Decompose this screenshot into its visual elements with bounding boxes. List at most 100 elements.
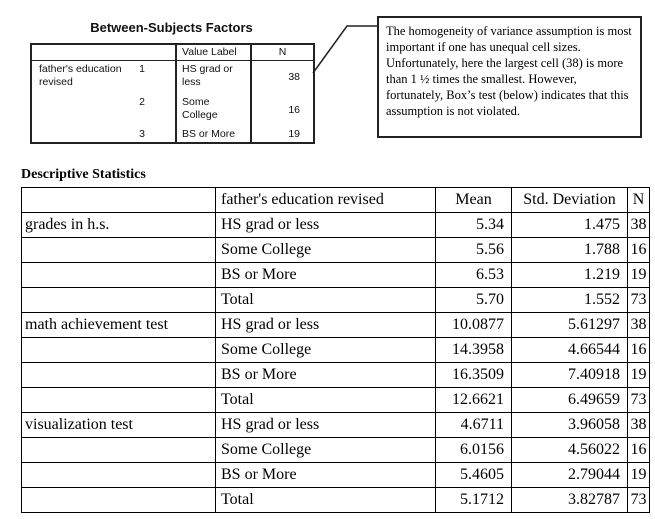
cell-n: 19 bbox=[250, 126, 314, 143]
cell-group: Some College bbox=[215, 437, 436, 463]
empty-header-cell bbox=[21, 187, 216, 213]
value-label-text: Some College bbox=[182, 96, 218, 121]
cell-value-label: HS grad or less bbox=[175, 60, 251, 94]
cell-std: 2.79044 bbox=[511, 462, 628, 488]
cell-group: HS grad or less bbox=[215, 412, 436, 438]
column-header-std-deviation: Std. Deviation bbox=[511, 187, 628, 213]
cell-mean: 16.3509 bbox=[435, 362, 512, 388]
table-row: BS or More 5.4605 2.79044 19 bbox=[21, 462, 650, 488]
empty-header-cell bbox=[31, 44, 176, 61]
cell-mean: 5.56 bbox=[435, 237, 512, 263]
table-row: BS or More 16.3509 7.40918 19 bbox=[21, 362, 650, 388]
cell-group: Total bbox=[215, 487, 436, 513]
cell-n: 73 bbox=[627, 487, 650, 513]
cell-n: 16 bbox=[627, 437, 650, 463]
table-row: 2 Some College 16 bbox=[31, 94, 314, 126]
cell-variable: grades in h.s. bbox=[21, 212, 216, 238]
cell-n: 19 bbox=[627, 262, 650, 288]
cell-mean: 14.3958 bbox=[435, 337, 512, 363]
cell-value-label: Some College bbox=[175, 94, 251, 126]
column-header-value-label: Value Label bbox=[175, 44, 251, 61]
column-header-group: father's education revised bbox=[215, 187, 436, 213]
table-row: Total 5.70 1.552 73 bbox=[21, 287, 650, 313]
cell-mean: 5.70 bbox=[435, 287, 512, 313]
cell-n: 16 bbox=[627, 237, 650, 263]
cell-n: 38 bbox=[250, 60, 314, 94]
column-header-mean: Mean bbox=[435, 187, 512, 213]
cell-mean: 6.53 bbox=[435, 262, 512, 288]
cell-variable: math achievement test bbox=[21, 312, 216, 338]
cell-n: 73 bbox=[627, 287, 650, 313]
cell-group: Some College bbox=[215, 237, 436, 263]
value-label-text: HS grad or less bbox=[182, 63, 233, 88]
cell-std: 3.96058 bbox=[511, 412, 628, 438]
cell-std: 7.40918 bbox=[511, 362, 628, 388]
cell-variable bbox=[21, 487, 216, 513]
cell-std: 1.552 bbox=[511, 287, 628, 313]
cell-variable bbox=[21, 262, 216, 288]
cell-std: 4.56022 bbox=[511, 437, 628, 463]
cell-value-label: BS or More bbox=[175, 126, 251, 143]
between-subjects-title: Between-Subjects Factors bbox=[90, 20, 253, 35]
cell-group: BS or More bbox=[215, 362, 436, 388]
cell-group: HS grad or less bbox=[215, 312, 436, 338]
cell-value: 2 bbox=[139, 96, 145, 108]
cell-n: 38 bbox=[627, 412, 650, 438]
cell-variable bbox=[21, 337, 216, 363]
table-header-row: father's education revised Mean Std. Dev… bbox=[21, 187, 650, 213]
cell-n: 38 bbox=[627, 212, 650, 238]
cell-mean: 4.6711 bbox=[435, 412, 512, 438]
table-row: Total 5.1712 3.82787 73 bbox=[21, 487, 650, 513]
cell-mean: 5.34 bbox=[435, 212, 512, 238]
table-row: Total 12.6621 6.49659 73 bbox=[21, 387, 650, 413]
cell-std: 5.61297 bbox=[511, 312, 628, 338]
table-row: father's education revised 1 HS grad or … bbox=[31, 60, 314, 94]
cell-mean: 5.4605 bbox=[435, 462, 512, 488]
annotation-callout: The homogeneity of variance assumption i… bbox=[377, 16, 642, 138]
cell-group: Total bbox=[215, 387, 436, 413]
column-header-n: N bbox=[250, 44, 314, 61]
cell-std: 1.788 bbox=[511, 237, 628, 263]
cell-group: BS or More bbox=[215, 462, 436, 488]
table-row: grades in h.s. HS grad or less 5.34 1.47… bbox=[21, 212, 650, 238]
cell-group: HS grad or less bbox=[215, 212, 436, 238]
annotation-text: The homogeneity of variance assumption i… bbox=[386, 24, 632, 118]
between-subjects-table: Value Label N father's education revised… bbox=[30, 43, 315, 144]
cell-mean: 10.0877 bbox=[435, 312, 512, 338]
cell-mean: 5.1712 bbox=[435, 487, 512, 513]
cell-std: 3.82787 bbox=[511, 487, 628, 513]
table-row: Some College 5.56 1.788 16 bbox=[21, 237, 650, 263]
cell-group: BS or More bbox=[215, 262, 436, 288]
column-header-n: N bbox=[627, 187, 650, 213]
table-row: math achievement test HS grad or less 10… bbox=[21, 312, 650, 338]
cell-std: 1.475 bbox=[511, 212, 628, 238]
value-label-text: BS or More bbox=[182, 128, 236, 140]
cell-variable bbox=[21, 237, 216, 263]
cell-variable bbox=[21, 437, 216, 463]
table-header-row: Value Label N bbox=[31, 44, 314, 61]
cell-variable bbox=[21, 287, 216, 313]
cell-variable bbox=[21, 462, 216, 488]
table-row: Some College 14.3958 4.66544 16 bbox=[21, 337, 650, 363]
cell-n: 16 bbox=[250, 94, 314, 126]
cell-value: 1 bbox=[139, 63, 145, 75]
cell-n: 38 bbox=[627, 312, 650, 338]
cell-n: 19 bbox=[627, 462, 650, 488]
cell-factor-name: father's education revised bbox=[39, 63, 122, 88]
cell-group: Total bbox=[215, 287, 436, 313]
table-row: Some College 6.0156 4.56022 16 bbox=[21, 437, 650, 463]
cell-std: 6.49659 bbox=[511, 387, 628, 413]
cell-n: 73 bbox=[627, 387, 650, 413]
cell-std: 1.219 bbox=[511, 262, 628, 288]
descriptive-statistics-table: father's education revised Mean Std. Dev… bbox=[21, 187, 650, 513]
cell-variable bbox=[21, 387, 216, 413]
cell-group: Some College bbox=[215, 337, 436, 363]
cell-n: 16 bbox=[627, 337, 650, 363]
cell-mean: 12.6621 bbox=[435, 387, 512, 413]
table-row: visualization test HS grad or less 4.671… bbox=[21, 412, 650, 438]
cell-variable bbox=[21, 362, 216, 388]
cell-std: 4.66544 bbox=[511, 337, 628, 363]
cell-n: 19 bbox=[627, 362, 650, 388]
cell-variable: visualization test bbox=[21, 412, 216, 438]
table-row: BS or More 6.53 1.219 19 bbox=[21, 262, 650, 288]
